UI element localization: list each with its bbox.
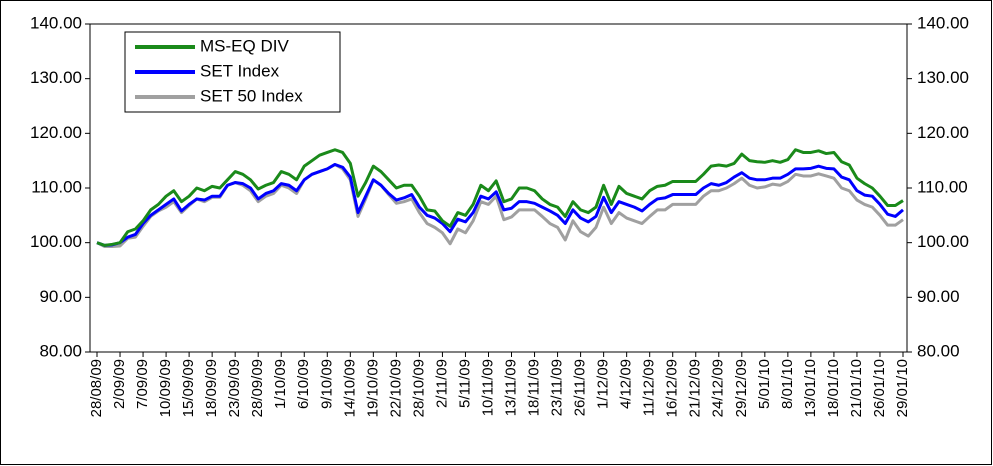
series-line — [96, 162, 904, 247]
x-tick-label: 7/09/09 — [134, 359, 151, 409]
x-tick-label: 26/01/10 — [871, 359, 888, 417]
y-tick-label: 90.00 — [39, 287, 82, 306]
y-tick-label: 100.00 — [30, 232, 82, 251]
series-line — [96, 148, 904, 247]
x-tick-label: 10/09/09 — [157, 359, 174, 417]
x-tick-label: 11/12/09 — [641, 359, 658, 416]
x-tick-label: 1/10/09 — [272, 359, 289, 409]
x-tick-label: 13/01/10 — [802, 359, 819, 417]
x-tick-label: 29/01/10 — [894, 359, 911, 417]
x-tick-label: 14/10/09 — [341, 359, 358, 417]
x-tick-label: 23/11/09 — [549, 359, 566, 416]
x-tick-label: 28/09/09 — [249, 359, 266, 417]
legend-label: MS-EQ DIV — [200, 36, 289, 55]
y2-tick-label: 80.00 — [917, 341, 960, 360]
legend: MS-EQ DIV SET Index SET 50 Index — [124, 31, 341, 113]
x-tick-label: 23/09/09 — [226, 359, 243, 417]
x-tick-label: 22/10/09 — [387, 359, 404, 417]
x-tick-label: 1/12/09 — [595, 359, 612, 409]
y2-tick-label: 130.00 — [917, 68, 969, 87]
y2-tick-label: 120.00 — [917, 123, 969, 142]
y-tick-label: 110.00 — [31, 177, 82, 196]
x-tick-label: 16/12/09 — [664, 359, 681, 417]
x-tick-label: 5/01/10 — [756, 359, 773, 409]
x-tick-label: 10/11/09 — [479, 359, 496, 416]
x-tick-label: 18/09/09 — [203, 359, 220, 417]
legend-label: SET 50 Index — [200, 86, 303, 105]
x-tick-label: 28/10/09 — [410, 359, 427, 417]
y-tick-label: 130.00 — [30, 68, 82, 87]
x-tick-label: 6/10/09 — [295, 359, 312, 409]
x-tick-label: 29/12/09 — [733, 359, 750, 417]
x-tick-label: 15/09/09 — [180, 359, 197, 417]
y-tick-label: 80.00 — [39, 341, 82, 360]
y-tick-label: 120.00 — [30, 123, 82, 142]
x-tick-label: 9/10/09 — [318, 359, 335, 409]
x-tick-label: 24/12/09 — [710, 359, 727, 417]
x-tick-label: 8/01/10 — [779, 359, 796, 409]
x-tick-label: 13/11/09 — [502, 359, 519, 416]
x-tick-label: 18/11/09 — [526, 359, 543, 416]
x-tick-label: 28/08/09 — [88, 359, 105, 417]
x-tick-label: 21/01/10 — [848, 359, 865, 417]
y2-tick-label: 140.00 — [917, 13, 969, 32]
y2-tick-label: 100.00 — [917, 232, 969, 251]
series-group — [96, 148, 904, 248]
x-tick-label: 18/01/10 — [825, 359, 842, 417]
x-tick-label: 21/12/09 — [687, 359, 704, 417]
x-tick-label: 4/12/09 — [618, 359, 635, 409]
y2-tick-label: 110.00 — [917, 177, 968, 196]
x-tick-label: 2/09/09 — [111, 359, 128, 409]
legend-label: SET Index — [200, 61, 280, 80]
y2-tick-label: 90.00 — [917, 287, 960, 306]
x-tick-label: 19/10/09 — [364, 359, 381, 417]
x-tick-label: 2/11/09 — [433, 359, 450, 408]
y-tick-label: 140.00 — [30, 13, 82, 32]
x-tick-label: 26/11/09 — [572, 359, 589, 416]
x-tick-label: 5/11/09 — [456, 359, 473, 408]
